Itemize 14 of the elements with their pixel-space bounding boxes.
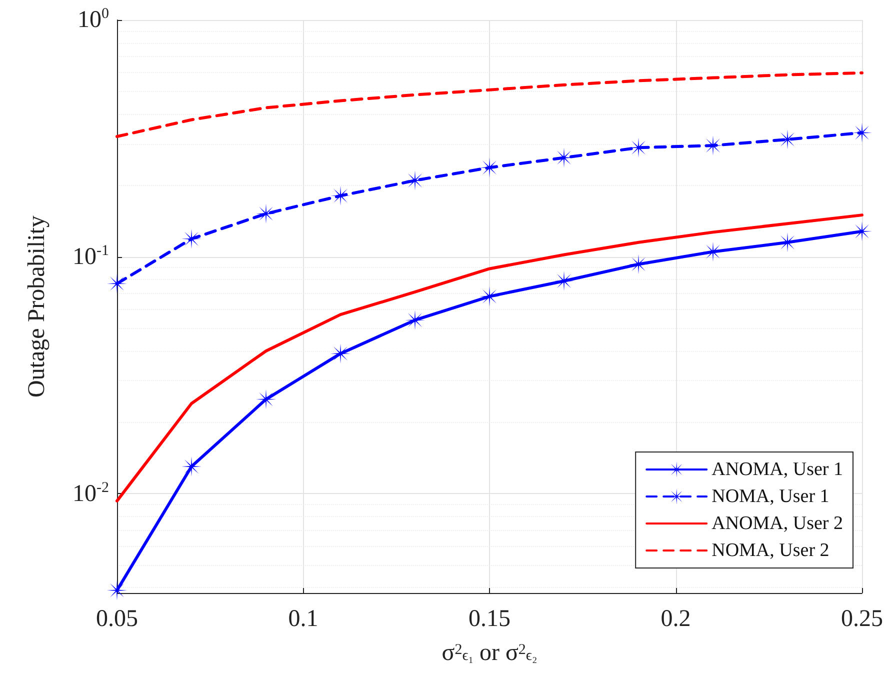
legend-label: NOMA, User 1	[712, 486, 830, 507]
legend-label: NOMA, User 2	[712, 540, 830, 561]
x-tick-label: 0.25	[841, 606, 883, 632]
y-tick-label: 10$^{0}$	[78, 6, 109, 33]
legend-label: ANOMA, User 2	[712, 513, 843, 534]
legend-label: ANOMA, User 1	[712, 459, 843, 480]
x-tick-label: 0.2	[660, 606, 691, 632]
line-series	[116, 71, 864, 138]
y-axis-title: Outage Probability	[24, 216, 50, 398]
x-tick-label: 0.1	[288, 606, 318, 632]
x-tick-label: 0.05	[96, 606, 138, 632]
x-tick-label: 0.15	[468, 606, 510, 632]
y-tick-label: 10$^{-2}$	[72, 480, 109, 506]
y-tick-label: 10$^{-1}$	[72, 242, 109, 270]
